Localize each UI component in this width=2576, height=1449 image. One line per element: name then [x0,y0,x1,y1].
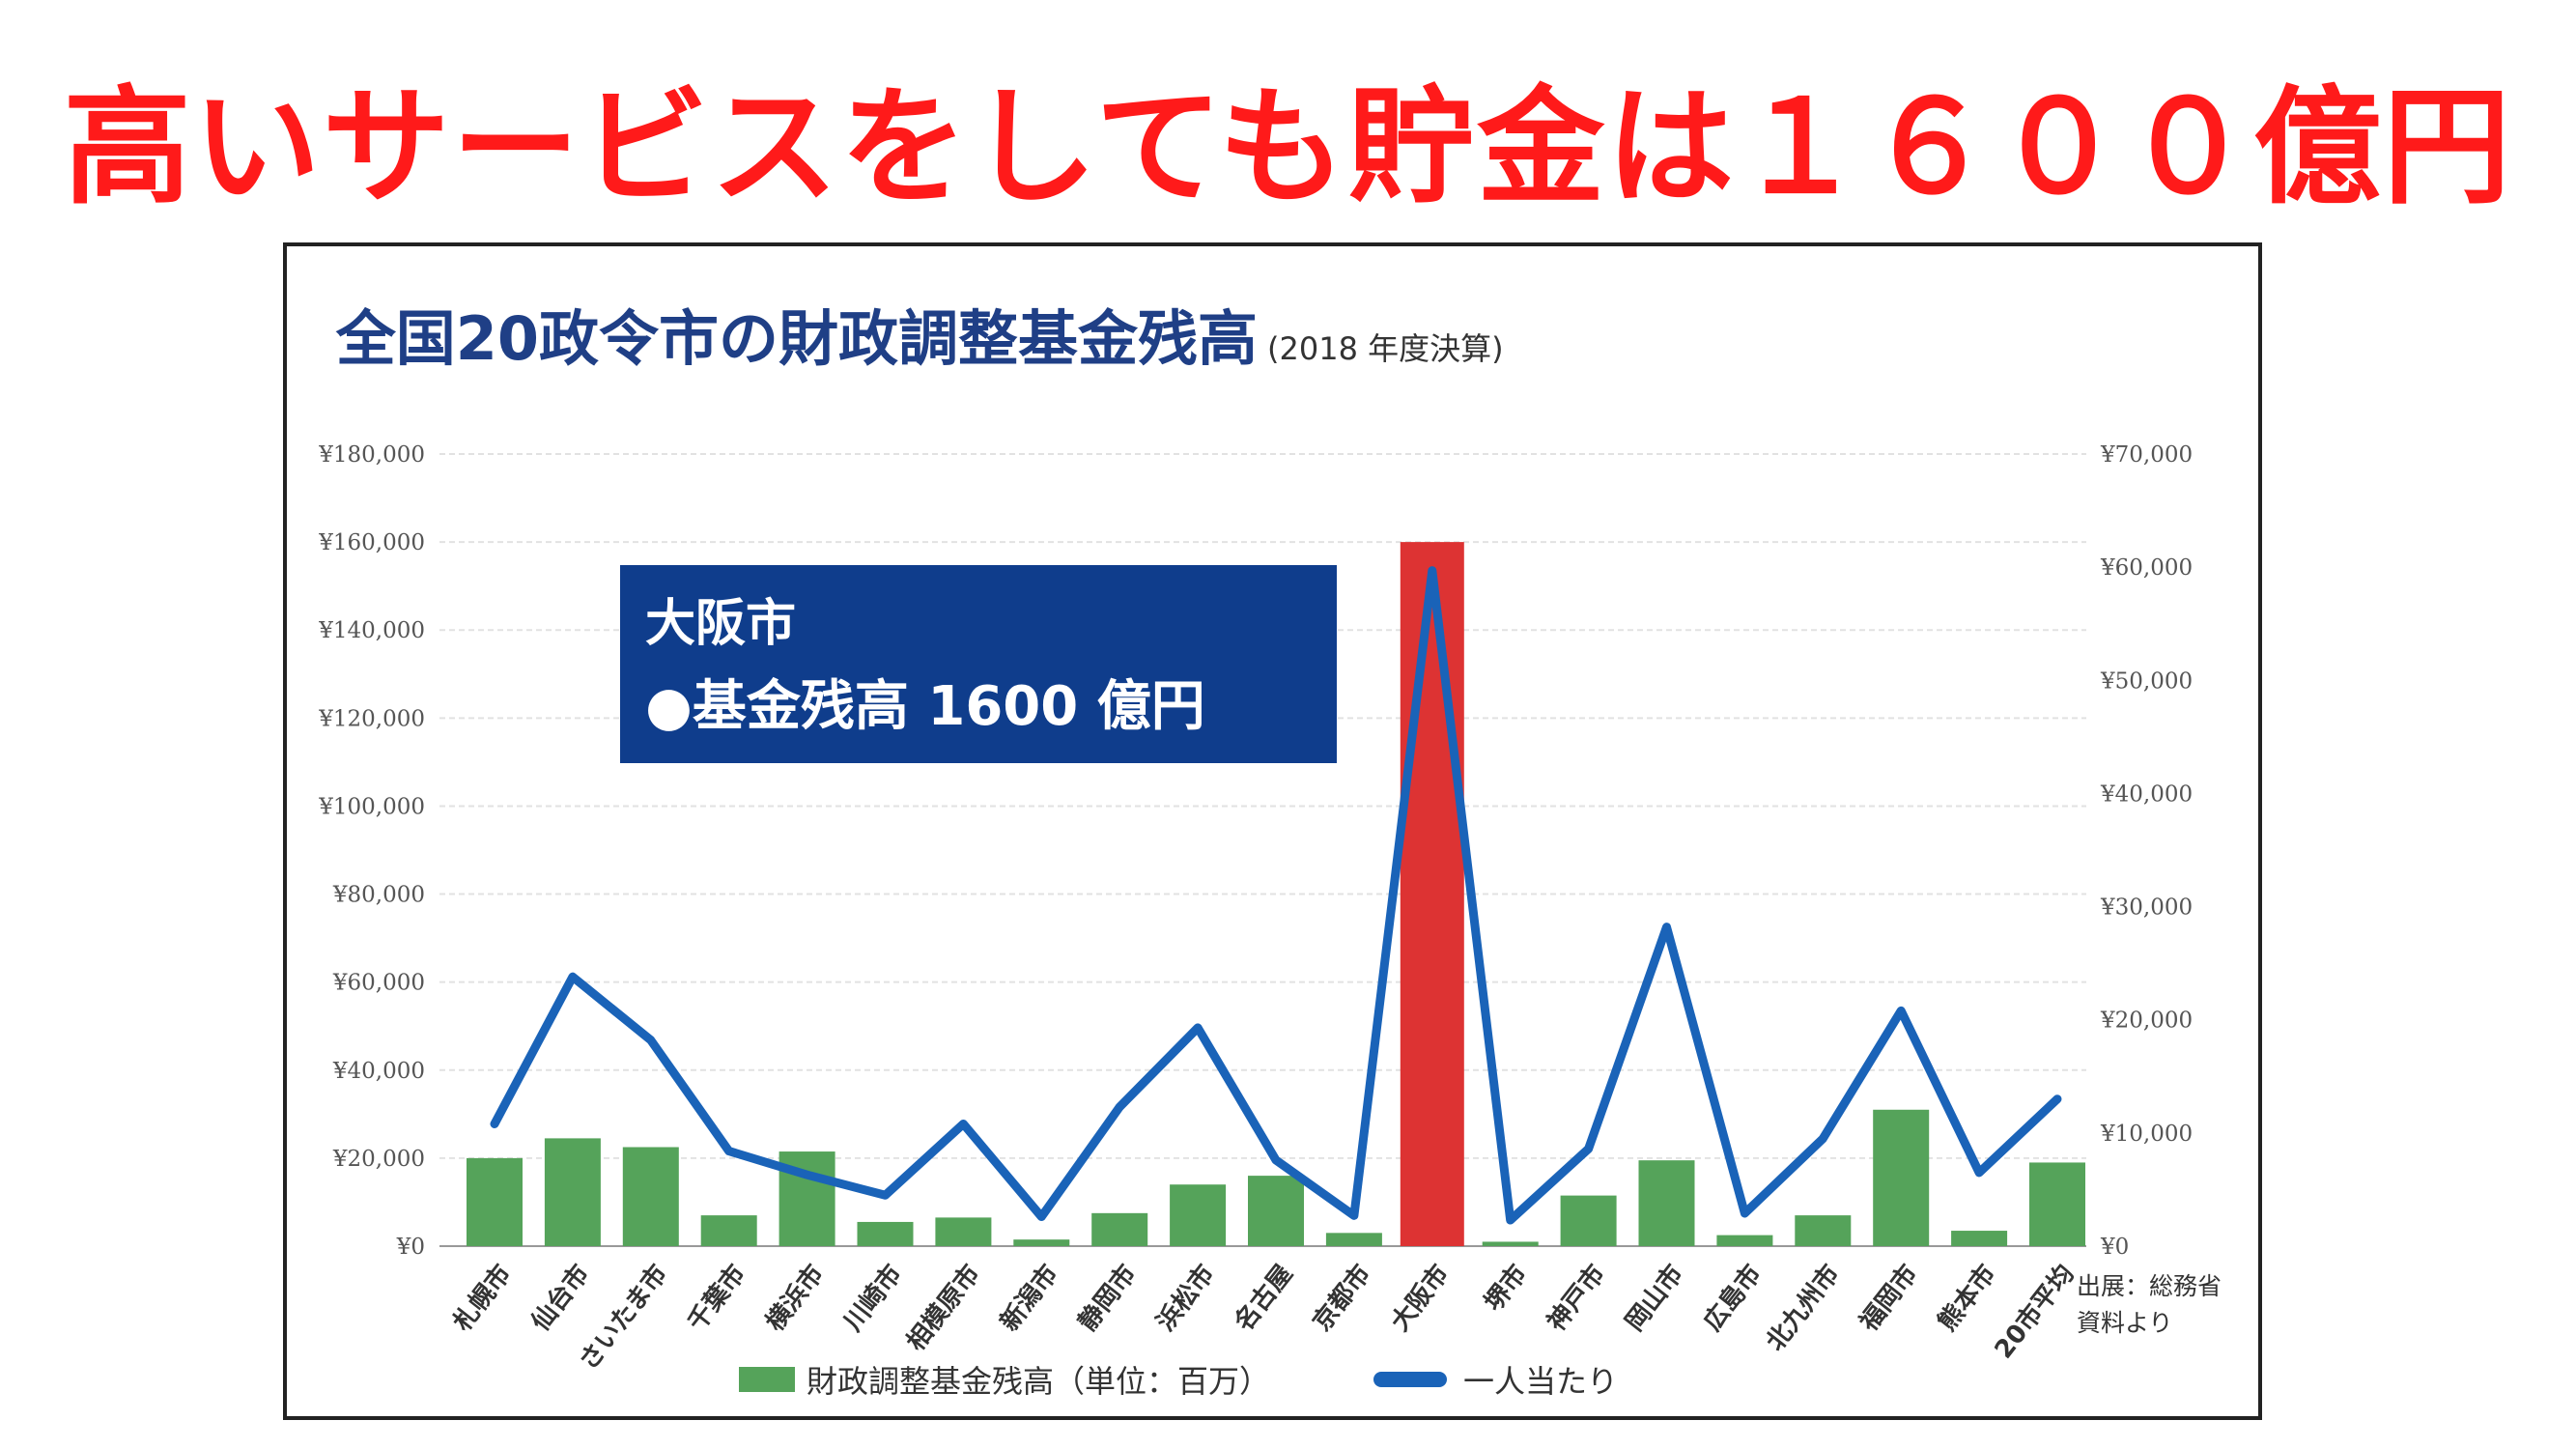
bar [1482,1241,1539,1246]
headline: 高いサービスをしても貯金は１６００億円 [63,73,2513,222]
line-point [1037,1212,1046,1221]
line-point [491,1120,498,1128]
bar [1248,1176,1304,1246]
source-note-line2: 資料より [2077,1309,2173,1337]
right-tick-label: ¥30,000 [2100,895,2193,921]
line-point [724,1147,733,1155]
left-tick-label: ¥80,000 [332,883,425,908]
line-point [1819,1134,1827,1143]
left-tick-label: ¥60,000 [332,971,425,996]
bar [1170,1184,1227,1246]
bar [622,1147,679,1246]
bar [1951,1231,2008,1246]
right-tick-label: ¥50,000 [2100,668,2193,694]
left-tick-label: ¥40,000 [332,1059,425,1084]
left-tick-label: ¥100,000 [318,794,425,819]
left-tick-label: ¥0 [396,1235,425,1260]
line-point [1741,1209,1749,1218]
bar [700,1215,757,1246]
source-note: 出展：総務省 資料より [2077,1272,2222,1337]
right-tick-label: ¥40,000 [2100,781,2193,807]
line-point [1349,1211,1358,1220]
bar-highlight [1400,542,1464,1246]
bar [2029,1162,2085,1246]
line-point [646,1036,655,1044]
callout-box [620,565,1337,763]
right-tick-label: ¥70,000 [2100,442,2193,468]
left-tick-label: ¥180,000 [318,442,425,468]
bar [1013,1239,1070,1246]
bar [1638,1160,1695,1246]
right-tick-label: ¥60,000 [2100,555,2193,581]
bar [935,1217,992,1246]
bar [467,1157,523,1246]
bar [1873,1109,1930,1246]
line-point [803,1171,811,1179]
line-point [959,1120,968,1128]
callout-fund-balance: ●基金残高 1600 億円 [645,675,1205,738]
bar [544,1138,601,1246]
left-tick-label: ¥120,000 [318,706,425,731]
line-point [1662,923,1671,931]
line-point [1584,1145,1593,1153]
line-point [1506,1216,1514,1225]
legend-bar-swatch [739,1367,795,1392]
right-tick-label: ¥20,000 [2100,1009,2193,1034]
bar [1560,1195,1617,1246]
osaka-callout: 大阪市 ●基金残高 1600 億円 [620,565,1337,763]
legend: 財政調整基金残高（単位：百万） 一人当たり [739,1363,1618,1400]
right-tick-label: ¥10,000 [2100,1122,2193,1147]
line-point [1116,1102,1124,1111]
line-point [881,1191,890,1200]
line-point [1194,1023,1203,1032]
bar [857,1221,914,1246]
line-point [1897,1007,1906,1015]
chart-subtitle: (2018 年度決算) [1267,330,1504,367]
line-point [1975,1168,1984,1177]
bar [1795,1215,1852,1246]
source-note-line1: 出展：総務省 [2077,1272,2222,1300]
legend-bar-label: 財政調整基金残高（単位：百万） [807,1363,1270,1400]
line-point [1428,566,1436,575]
right-axis-ticks: ¥0 ¥10,000 ¥20,000 ¥30,000 ¥40,000 ¥50,000 ¥60… [2100,442,2193,1260]
left-axis-ticks: ¥0 ¥20,000 ¥40,000 ¥60,000 ¥80,000 ¥100,000 ¥1… [318,442,425,1260]
chart-title: 全国20政令市の財政調整基金残高 [335,303,1258,374]
line-point [2053,1094,2061,1103]
legend-line-label: 一人当たり [1463,1363,1618,1400]
left-tick-label: ¥140,000 [318,618,425,643]
callout-title: 大阪市 [645,595,796,653]
left-tick-label: ¥160,000 [318,530,425,555]
right-tick-label: ¥0 [2100,1235,2129,1260]
line-point [568,973,577,981]
line-series [490,566,2062,1225]
line-point [1272,1155,1280,1164]
bar [1325,1233,1382,1246]
left-tick-label: ¥20,000 [332,1147,425,1172]
bar [1716,1235,1773,1246]
bar [1091,1212,1148,1246]
